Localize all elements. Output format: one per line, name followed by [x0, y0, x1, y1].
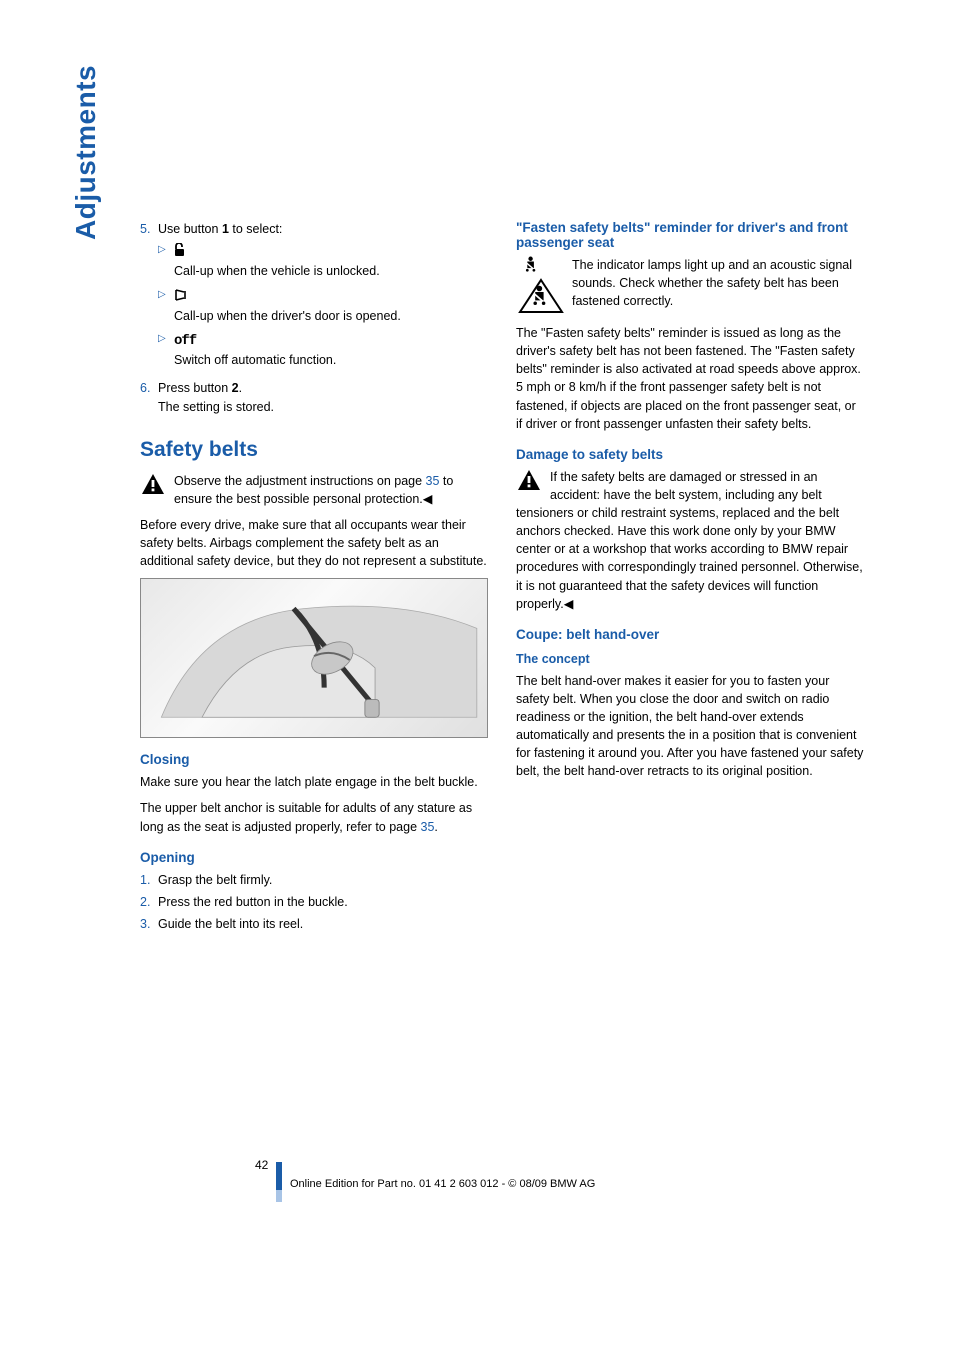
option-off: ▷ off Switch off automatic function. — [158, 331, 488, 369]
heading-closing: Closing — [140, 752, 488, 767]
footer-text: Online Edition for Part no. 01 41 2 603 … — [290, 1178, 595, 1190]
step-6-l1: Press button 2. — [158, 381, 242, 395]
indicator-block: The indicator lamps light up and an acou… — [516, 256, 864, 316]
warning-icon — [516, 468, 546, 494]
off-icon: off — [174, 333, 196, 349]
reminder-text: The indicator lamps light up and an acou… — [572, 258, 852, 308]
warning-damage: If the safety belts are damaged or stres… — [516, 468, 864, 613]
open-3-num: 3. — [140, 915, 158, 933]
page-link-35[interactable]: 35 — [426, 474, 440, 488]
step-5-num: 5. — [140, 220, 158, 375]
option-unlock: ▷ Call-up when the vehicle is unlocked. — [158, 242, 488, 280]
footer-bar-light — [276, 1190, 282, 1202]
warning-adjustment: Observe the adjustment instructions on p… — [140, 472, 488, 508]
open-step-3: 3. Guide the belt into its reel. — [140, 915, 488, 933]
heading-safety-belts: Safety belts — [140, 438, 488, 462]
page-link-35-2[interactable]: 35 — [421, 820, 435, 834]
open-1-text: Grasp the belt firmly. — [158, 871, 488, 889]
warning-icon — [140, 472, 170, 498]
closing-p2: The upper belt anchor is suitable for ad… — [140, 799, 488, 835]
seatbelt-indicator-icon — [516, 256, 566, 314]
closing-p1: Make sure you hear the latch plate engag… — [140, 773, 488, 791]
open-step-1: 1. Grasp the belt firmly. — [140, 871, 488, 889]
reminder-para: The "Fasten safety belts" reminder is is… — [516, 324, 864, 433]
open-1-num: 1. — [140, 871, 158, 889]
closing-p2b: . — [434, 820, 437, 834]
open-step-2: 2. Press the red button in the buckle. — [140, 893, 488, 911]
heading-concept: The concept — [516, 652, 864, 666]
option-door: ▷ Call-up when the driver's door is open… — [158, 287, 488, 325]
open-2-num: 2. — [140, 893, 158, 911]
page-number: 42 — [255, 1158, 268, 1172]
door-open-icon — [174, 289, 190, 305]
step-6: 6. Press button 2. The setting is stored… — [140, 379, 488, 415]
option-door-text: Call-up when the driver's door is opened… — [174, 309, 401, 323]
damage-text: If the safety belts are damaged or stres… — [516, 470, 863, 611]
open-2-text: Press the red button in the buckle. — [158, 893, 488, 911]
heading-coupe: Coupe: belt hand-over — [516, 627, 864, 642]
heading-opening: Opening — [140, 850, 488, 865]
option-off-text: Switch off automatic function. — [174, 353, 336, 367]
step-5-intro: Use button 1 to select: — [158, 222, 282, 236]
right-column: "Fasten safety belts" reminder for drive… — [516, 220, 864, 937]
triangle-icon: ▷ — [158, 287, 174, 325]
triangle-icon: ▷ — [158, 242, 174, 280]
seat-belt-illustration — [140, 578, 488, 738]
step-5: 5. Use button 1 to select: ▷ Call-up whe… — [140, 220, 488, 375]
heading-damage: Damage to safety belts — [516, 447, 864, 462]
footer-bar — [276, 1162, 282, 1190]
end-mark-icon: ◀ — [564, 597, 574, 611]
step-6-num: 6. — [140, 379, 158, 415]
triangle-icon: ▷ — [158, 331, 174, 369]
left-column: 5. Use button 1 to select: ▷ Call-up whe… — [140, 220, 488, 937]
warn1-a: Observe the adjustment instructions on p… — [174, 474, 426, 488]
unlock-icon — [174, 244, 190, 260]
open-3-text: Guide the belt into its reel. — [158, 915, 488, 933]
end-mark-icon: ◀ — [423, 492, 433, 506]
para-before-drive: Before every drive, make sure that all o… — [140, 516, 488, 570]
option-unlock-text: Call-up when the vehicle is unlocked. — [174, 264, 380, 278]
concept-para: The belt hand-over makes it easier for y… — [516, 672, 864, 781]
heading-reminder: "Fasten safety belts" reminder for drive… — [516, 220, 864, 250]
step-6-l2: The setting is stored. — [158, 400, 274, 414]
